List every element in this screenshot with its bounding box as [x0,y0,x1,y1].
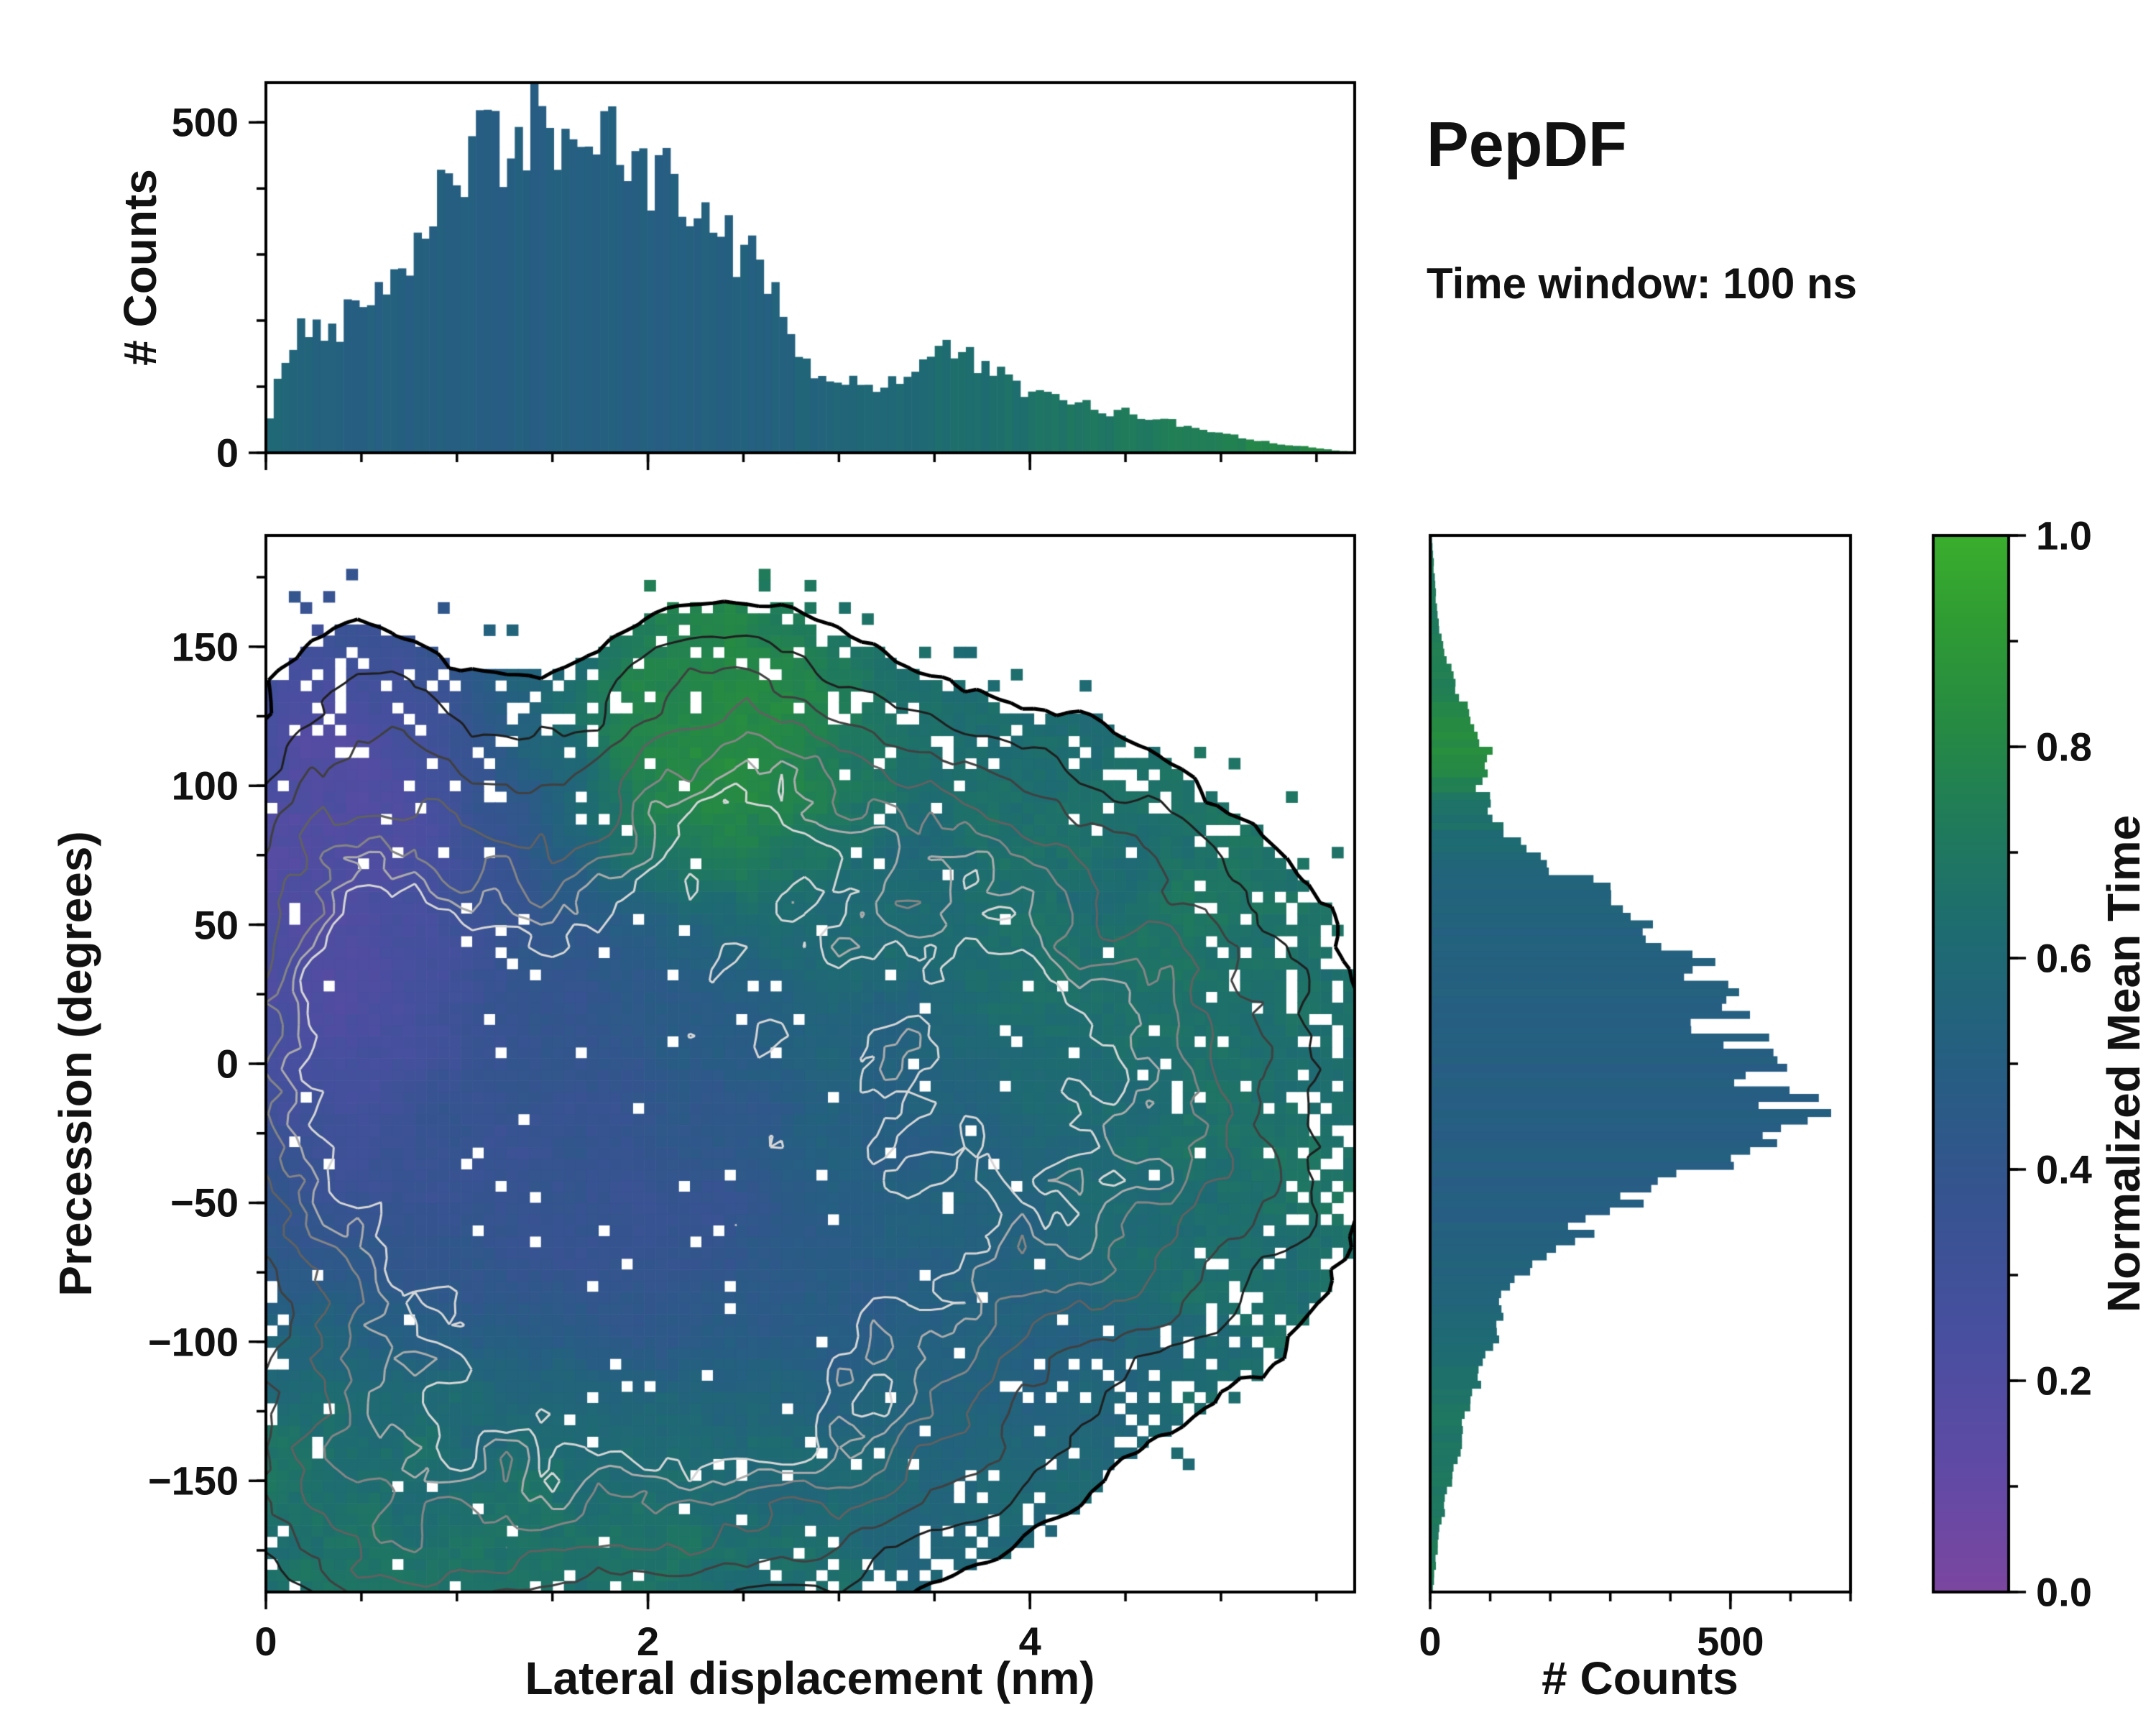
colorbar-label: Normalized Mean Time [2098,814,2150,1313]
main-x-tick-label: 0 [254,1619,277,1664]
colorbar-tick-label: 0.6 [2036,935,2092,981]
colorbar-tick-label: 1.0 [2036,512,2092,558]
top-hist-ylabel: # Counts [114,169,166,366]
main-y-tick-label: 50 [193,902,239,948]
main-y-tick-label: 0 [216,1041,239,1087]
colorbar-tick-label: 0.2 [2036,1358,2092,1404]
right-hist-x-tick-label: 0 [1419,1619,1442,1664]
colorbar-tick-label: 0.0 [2036,1569,2092,1615]
right-hist-xlabel: # Counts [1542,1652,1738,1704]
main-y-tick-label: 100 [171,763,239,809]
right-hist-x-tick-label: 500 [1697,1619,1764,1664]
main-x-tick-label: 2 [637,1619,660,1664]
main-y-tick-label: 150 [171,624,239,670]
colorbar-tick-label: 0.4 [2036,1146,2092,1192]
main-ylabel: Precession (degrees) [50,831,101,1297]
figure-title: PepDF [1427,109,1627,180]
figure-subtitle: Time window: 100 ns [1427,259,1858,308]
colorbar-tick-label: 0.8 [2036,724,2092,770]
main-x-tick-label: 4 [1018,1619,1041,1664]
main-xlabel: Lateral displacement (nm) [525,1652,1095,1704]
main-y-tick-label: −150 [147,1458,239,1504]
top-hist-y-tick-label: 500 [171,99,239,145]
top-hist-y-tick-label: 0 [216,430,239,476]
main-y-tick-label: −50 [170,1179,239,1225]
main-y-tick-label: −100 [147,1319,239,1365]
